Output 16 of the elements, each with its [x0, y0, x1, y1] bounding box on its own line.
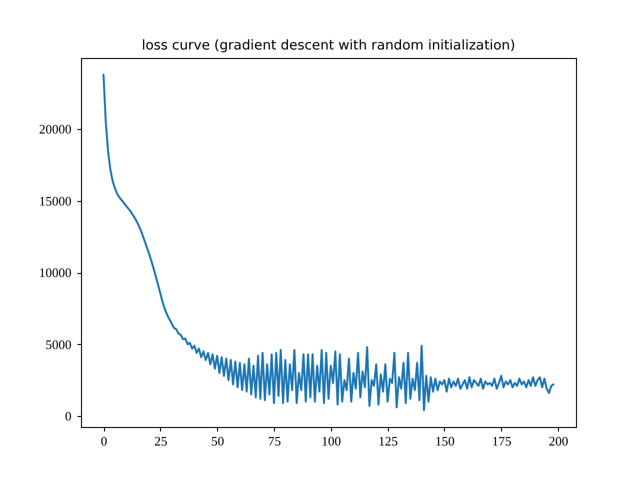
y-tick-label: 5000 [46, 336, 72, 352]
x-tick-label: 50 [211, 434, 224, 448]
y-tick-label: 0 [65, 408, 72, 424]
chart-title: loss curve (gradient descent with random initialization) [142, 38, 516, 54]
y-tick-label: 15000 [39, 193, 72, 208]
x-tick-label: 150 [435, 434, 455, 448]
x-tick-label: 200 [548, 434, 568, 448]
x-tick-label: 0 [100, 434, 108, 448]
y-tick-label: 20000 [39, 122, 72, 137]
x-tick-label: 175 [492, 434, 512, 448]
x-tick-label: 100 [322, 434, 342, 448]
x-tick-label: 25 [154, 434, 168, 448]
x-tick-label: 125 [378, 434, 398, 448]
y-tick-label: 10000 [39, 265, 72, 280]
line-series [102, 74, 554, 412]
x-tick-label: 75 [268, 434, 281, 448]
